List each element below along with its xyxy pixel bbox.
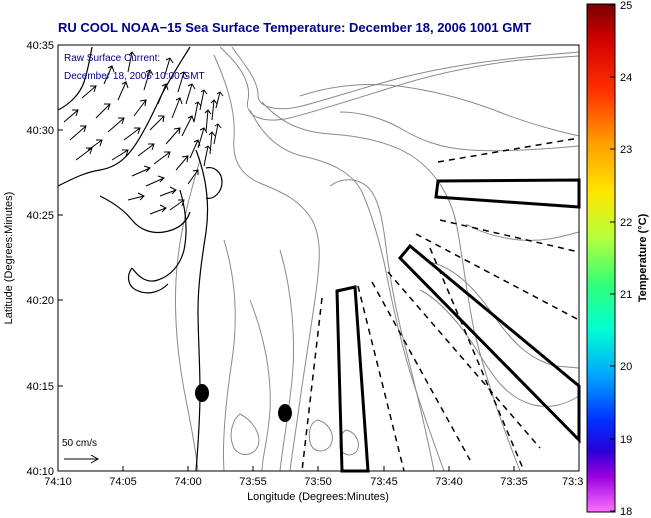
x-tick-label: 73:55 [239, 476, 267, 488]
current-vectors [63, 51, 224, 215]
colorbar-tick-label: 18 [620, 506, 632, 518]
x-tick-label: 73:3 [562, 476, 583, 488]
y-tick-label: 40:20 [26, 295, 54, 307]
map-panel: Raw Surface Current: December 18, 2006 1… [57, 44, 581, 473]
colorbar-tick-label: 19 [620, 434, 632, 446]
y-tick-label: 40:30 [26, 125, 54, 137]
colorbar-title: Temperature (°C) [637, 213, 649, 302]
y-tick-label: 40:10 [26, 466, 54, 478]
current-label-line2: December 18, 2006 10:00 GMT [64, 71, 205, 82]
map-title: RU COOL NOAA−15 Sea Surface Temperature:… [58, 20, 531, 35]
colorbar-tick-label: 21 [620, 289, 632, 301]
x-tick-label: 74:10 [44, 476, 72, 488]
colorbar-tick-label: 22 [620, 217, 632, 229]
x-tick-label: 73:45 [370, 476, 398, 488]
x-tick-label: 73:50 [304, 476, 332, 488]
colorbar-tick-label: 25 [620, 0, 632, 12]
coastline [57, 46, 223, 472]
x-tick-label: 73:35 [500, 476, 528, 488]
current-label-line1: Raw Surface Current: [64, 53, 160, 64]
scale-arrow-icon [64, 454, 100, 464]
y-axis-title: Latitude (Degrees:Minutes) [3, 192, 15, 325]
y-axis-ticks: 40:35 40:30 40:25 40:20 40:15 40:10 [26, 40, 63, 478]
scale-label: 50 cm/s [62, 438, 97, 449]
colorbar-tick-label: 24 [620, 72, 632, 84]
y-tick-label: 40:25 [26, 210, 54, 222]
station-dot-1 [195, 384, 209, 402]
station-dot-2 [278, 404, 292, 422]
y-tick-label: 40:35 [26, 40, 54, 52]
x-tick-label: 74:00 [174, 476, 202, 488]
colorbar: 25 24 23 22 21 20 19 18 Temperature (°C) [586, 0, 649, 518]
colorbar-tick-label: 20 [620, 361, 632, 373]
x-axis-ticks: 74:10 74:05 74:00 73:55 73:50 73:45 73:4… [44, 466, 583, 488]
x-tick-label: 73:40 [435, 476, 463, 488]
x-axis-title: Longitude (Degrees:Minutes) [247, 491, 389, 503]
x-tick-label: 74:05 [109, 476, 137, 488]
y-tick-label: 40:15 [26, 381, 54, 393]
dashed-sector-lines [301, 137, 580, 472]
colorbar-gradient [586, 3, 616, 513]
colorbar-tick-label: 23 [620, 144, 632, 156]
